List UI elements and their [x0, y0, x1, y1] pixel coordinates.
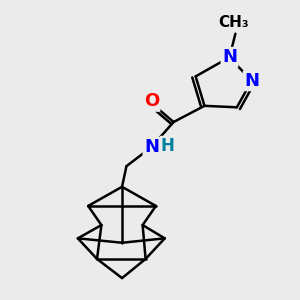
Text: CH₃: CH₃ [219, 15, 249, 30]
Text: N: N [144, 138, 159, 156]
Text: O: O [144, 92, 159, 110]
Text: N: N [222, 48, 237, 66]
Text: N: N [244, 72, 259, 90]
Text: H: H [161, 136, 175, 154]
